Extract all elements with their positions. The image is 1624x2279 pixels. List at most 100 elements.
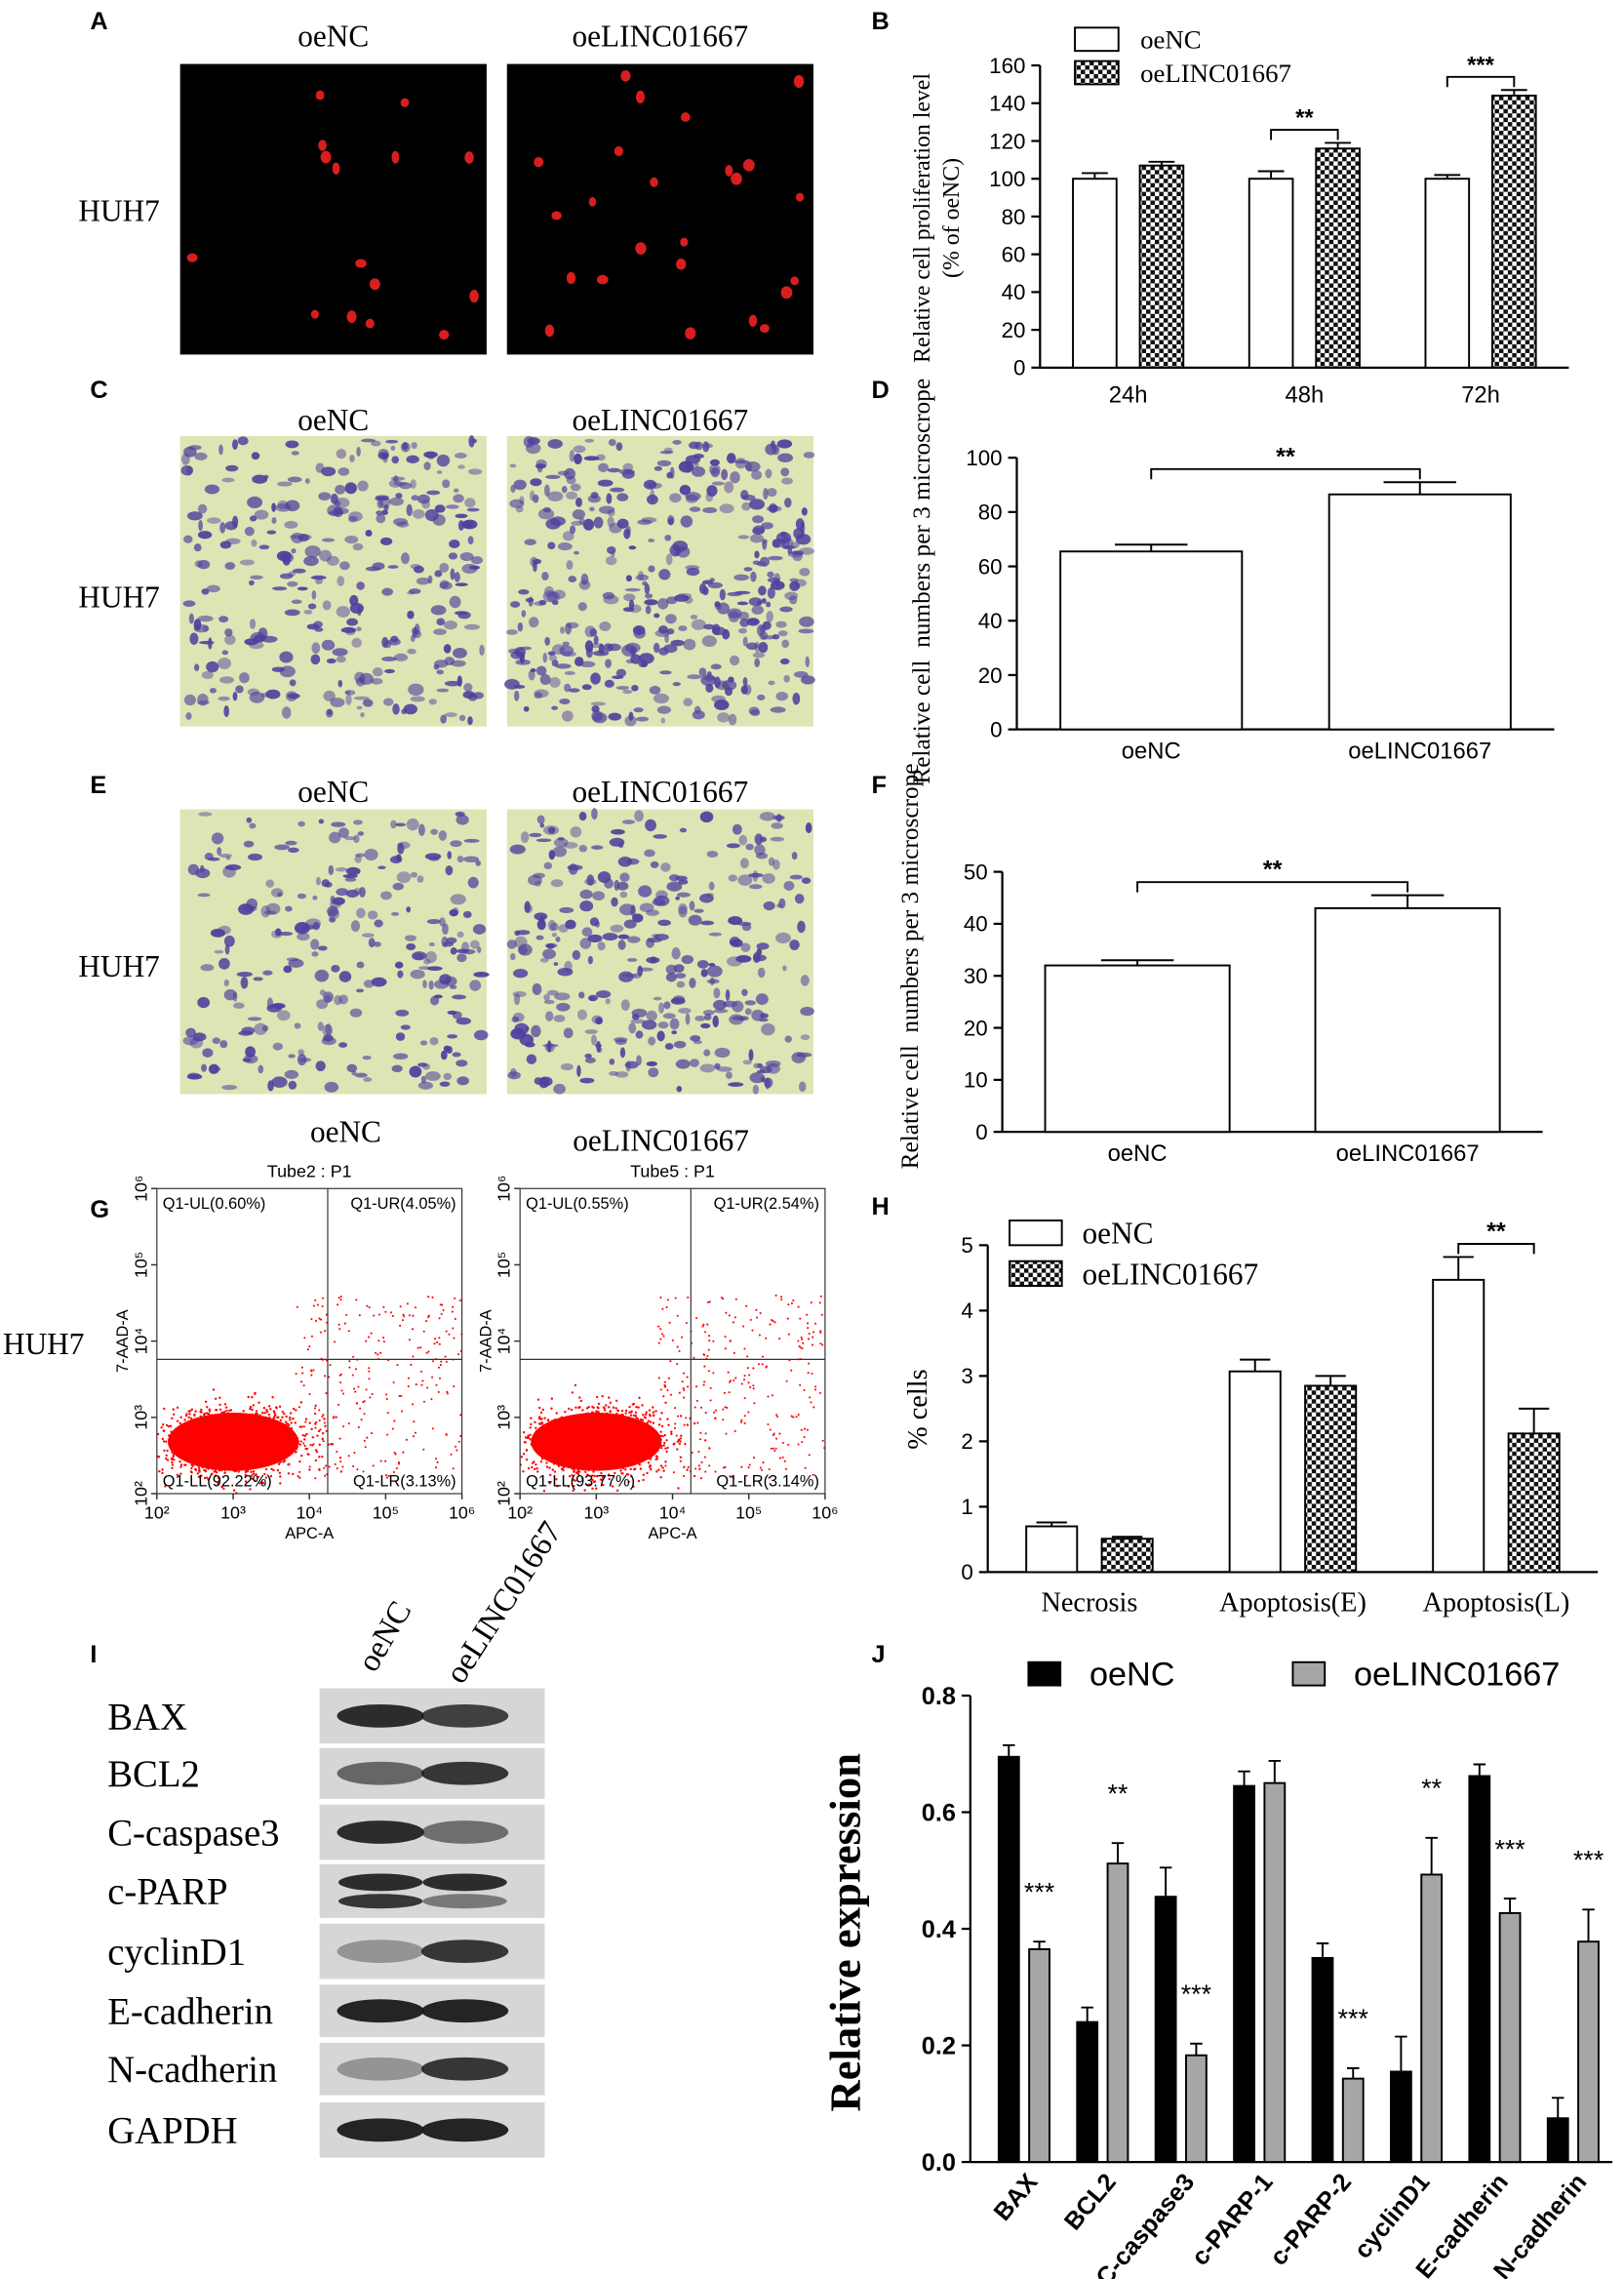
event-dot xyxy=(179,1465,182,1468)
event-dot xyxy=(218,1449,221,1452)
event-dot xyxy=(611,1419,614,1421)
stained-cell xyxy=(665,972,677,982)
event-dot xyxy=(190,1446,193,1450)
event-dot xyxy=(343,1322,346,1325)
event-dot xyxy=(325,1313,328,1316)
stained-cell xyxy=(777,630,788,637)
stained-cell xyxy=(576,1064,581,1077)
event-dot xyxy=(667,1377,670,1379)
event-dot xyxy=(669,1393,673,1396)
event-dot xyxy=(540,1433,543,1436)
event-dot xyxy=(574,1464,578,1468)
cell-nucleus xyxy=(680,237,689,247)
event-dot xyxy=(264,1467,268,1471)
stained-cell xyxy=(746,642,759,651)
event-dot xyxy=(606,1412,609,1415)
stained-cell xyxy=(653,642,660,654)
stained-cell xyxy=(698,667,707,677)
event-dot xyxy=(234,1456,237,1459)
stained-cell xyxy=(646,956,660,964)
event-dot xyxy=(446,1392,449,1395)
stained-cell xyxy=(630,646,636,657)
event-dot xyxy=(590,1424,593,1427)
stained-cell xyxy=(330,900,342,908)
event-dot xyxy=(577,1406,580,1410)
event-dot xyxy=(671,1339,674,1341)
event-dot xyxy=(214,1456,218,1459)
row-label: HUH7 xyxy=(78,949,159,983)
event-dot xyxy=(255,1410,258,1413)
event-dot xyxy=(632,1430,635,1433)
event-dot xyxy=(328,1465,331,1468)
event-dot xyxy=(601,1476,605,1479)
stained-cell xyxy=(767,577,780,583)
event-dot xyxy=(609,1410,612,1414)
stained-cell xyxy=(548,676,561,688)
event-dot xyxy=(203,1429,207,1433)
event-dot xyxy=(821,1439,824,1442)
event-dot xyxy=(255,1460,258,1464)
legend-swatch xyxy=(1027,1660,1062,1687)
stained-cell xyxy=(631,973,642,980)
event-dot xyxy=(433,1338,437,1340)
event-dot xyxy=(241,1451,244,1454)
event-dot xyxy=(459,1414,462,1417)
stained-cell xyxy=(252,474,268,484)
event-dot xyxy=(555,1425,559,1429)
stained-cell xyxy=(703,443,714,449)
event-dot xyxy=(207,1413,211,1416)
stained-cell xyxy=(654,693,669,704)
event-dot xyxy=(660,1424,664,1428)
event-dot xyxy=(549,1423,552,1427)
stained-cell xyxy=(439,1081,451,1087)
event-dot xyxy=(211,1467,215,1470)
cell-nucleus xyxy=(369,278,380,291)
stained-cell xyxy=(648,1067,659,1078)
event-dot xyxy=(203,1449,207,1452)
event-dot xyxy=(231,1441,235,1444)
cell-nucleus xyxy=(400,98,410,107)
event-dot xyxy=(231,1467,234,1471)
event-dot xyxy=(685,1417,688,1419)
event-dot xyxy=(578,1422,582,1425)
event-dot xyxy=(677,1438,681,1442)
event-dot xyxy=(440,1360,443,1363)
event-dot xyxy=(277,1442,281,1445)
event-dot xyxy=(264,1433,268,1437)
stained-cell xyxy=(288,571,296,578)
stained-cell xyxy=(354,1072,368,1078)
event-dot xyxy=(248,1453,252,1456)
event-dot xyxy=(801,1441,804,1444)
stained-cell xyxy=(454,572,460,582)
event-dot xyxy=(278,1471,282,1475)
event-dot xyxy=(421,1379,424,1382)
event-dot xyxy=(398,1394,401,1397)
event-dot xyxy=(192,1459,196,1461)
cell-nucleus xyxy=(614,145,623,156)
event-dot xyxy=(258,1448,262,1451)
event-dot xyxy=(228,1438,231,1442)
stained-cell xyxy=(284,520,298,529)
event-dot xyxy=(657,1325,660,1328)
event-dot xyxy=(323,1418,326,1420)
stained-cell xyxy=(221,1084,238,1091)
event-dot xyxy=(230,1444,233,1447)
event-dot xyxy=(416,1346,419,1349)
event-dot xyxy=(201,1447,204,1451)
event-dot xyxy=(395,1466,398,1469)
stained-cell xyxy=(426,919,441,925)
event-dot xyxy=(638,1460,642,1463)
event-dot xyxy=(770,1447,772,1450)
event-dot xyxy=(197,1435,200,1439)
stained-cell xyxy=(690,1059,699,1067)
error-bar xyxy=(1112,1536,1143,1539)
event-dot xyxy=(605,1404,608,1407)
event-dot xyxy=(180,1423,184,1427)
event-dot xyxy=(591,1455,595,1459)
event-dot xyxy=(197,1475,201,1478)
event-dot xyxy=(431,1296,434,1299)
stained-cell xyxy=(706,485,718,497)
event-dot xyxy=(743,1375,746,1378)
event-dot xyxy=(227,1459,231,1462)
event-dot xyxy=(184,1438,187,1441)
